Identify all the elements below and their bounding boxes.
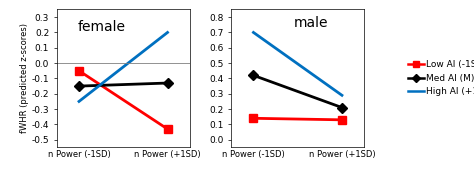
Legend: Low AI (-1SD), Med AI (M), High AI (+1SD): Low AI (-1SD), Med AI (M), High AI (+1SD… (404, 57, 474, 100)
Y-axis label: fWHR (predicted z-scores): fWHR (predicted z-scores) (20, 23, 29, 133)
Text: female: female (78, 20, 126, 34)
Text: male: male (294, 16, 328, 30)
